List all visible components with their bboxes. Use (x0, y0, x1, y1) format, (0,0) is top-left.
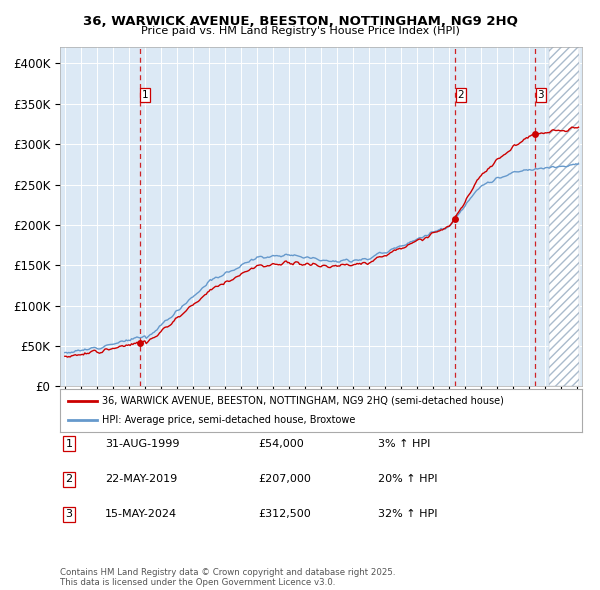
Text: 36, WARWICK AVENUE, BEESTON, NOTTINGHAM, NG9 2HQ: 36, WARWICK AVENUE, BEESTON, NOTTINGHAM,… (83, 15, 517, 28)
Text: Price paid vs. HM Land Registry's House Price Index (HPI): Price paid vs. HM Land Registry's House … (140, 26, 460, 36)
Text: 15-MAY-2024: 15-MAY-2024 (105, 510, 177, 519)
Text: Contains HM Land Registry data © Crown copyright and database right 2025.
This d: Contains HM Land Registry data © Crown c… (60, 568, 395, 587)
Text: 1: 1 (142, 90, 149, 100)
Text: £207,000: £207,000 (258, 474, 311, 484)
Text: 32% ↑ HPI: 32% ↑ HPI (378, 510, 437, 519)
Text: 1: 1 (65, 439, 73, 448)
Text: £54,000: £54,000 (258, 439, 304, 448)
Text: £312,500: £312,500 (258, 510, 311, 519)
Text: 22-MAY-2019: 22-MAY-2019 (105, 474, 177, 484)
Text: 3: 3 (538, 90, 544, 100)
Text: 20% ↑ HPI: 20% ↑ HPI (378, 474, 437, 484)
Text: 31-AUG-1999: 31-AUG-1999 (105, 439, 179, 448)
Text: 2: 2 (65, 474, 73, 484)
Text: 3: 3 (65, 510, 73, 519)
Text: 2: 2 (458, 90, 464, 100)
Text: 3% ↑ HPI: 3% ↑ HPI (378, 439, 430, 448)
Text: HPI: Average price, semi-detached house, Broxtowe: HPI: Average price, semi-detached house,… (102, 415, 355, 425)
Text: 36, WARWICK AVENUE, BEESTON, NOTTINGHAM, NG9 2HQ (semi-detached house): 36, WARWICK AVENUE, BEESTON, NOTTINGHAM,… (102, 396, 503, 406)
